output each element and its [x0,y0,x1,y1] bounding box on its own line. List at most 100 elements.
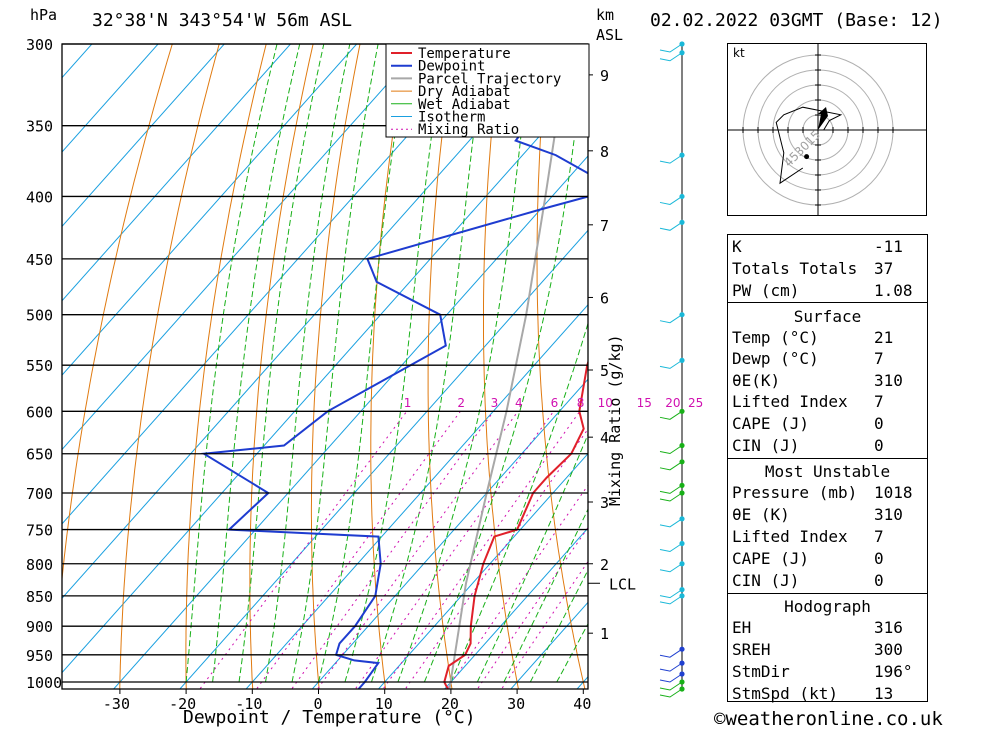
pressure-tick-label: 400 [26,188,53,206]
pressure-tick-label: 350 [26,118,53,136]
wind-barb [659,445,683,455]
most-unstable-row: Pressure (mb) 1018 [732,483,913,502]
wet-adiabat-line [529,569,588,683]
km-tick-label: 6 [600,289,609,307]
km-tick-label: 5 [600,362,609,380]
isotherm-line [62,44,424,451]
mixing-ratio-label: 10 [598,396,613,410]
isotherm-line [179,229,588,689]
mixing-ratio-line [255,411,461,689]
wind-barb [659,359,683,369]
pressure-tick-label: 900 [26,618,53,636]
mixing-ratio-label: 20 [665,396,680,410]
pressure-tick-label: 650 [26,446,53,464]
km-tick-label: 3 [600,494,609,512]
mixing-ratio-label: 1 [404,396,412,410]
surface-row: CAPE (J) 0 [732,414,884,433]
hodograph-unit-label: kt [733,46,745,60]
isotherm-line [245,304,588,689]
copyright-text[interactable]: ©weatheronline.co.uk [714,708,943,730]
stability-indices-panel: K -11 Totals Totals 37 PW (cm) 1.08 Surface… [727,234,928,703]
isotherm-line [444,527,588,689]
km-tick-label: 4 [600,429,609,447]
hodograph-panel: kt 15 30 45 [727,43,927,216]
legend-entry: Dewpoint [418,59,485,75]
plot-frame [61,43,589,690]
legend-entry: Dry Adiabat [418,84,511,100]
hodograph-section-title: Hodograph [784,597,871,616]
wet-adiabat-line [212,44,301,683]
pressure-unit-label: hPa [30,6,58,24]
pressure-tick-label: 750 [26,522,53,540]
station-location: 32°38'N 343°54'W 56m ASL [92,10,353,31]
mean-wind-arrow [818,107,828,130]
wet-adiabat-line [450,321,588,683]
wind-barb [659,492,683,502]
wet-adiabat-line [476,433,588,683]
legend-entry: Mixing Ratio [418,122,519,138]
legend-entry: Wet Adiabat [418,97,511,113]
x-tick-label: 40 [573,695,591,713]
mixing-ratio-line [316,411,519,689]
index-row: K -11 [732,237,903,256]
hodograph-stat-row: EH 316 [732,618,903,637]
wind-barb [659,410,683,420]
pressure-tick-label: 700 [26,485,53,503]
wet-adiabat-line [185,44,278,683]
pressure-tick-label: 550 [26,357,53,375]
mixing-ratio-label: 6 [551,396,559,410]
wind-barb [659,595,683,605]
most-unstable-section-title: Most Unstable [764,462,891,481]
wind-barb [659,461,683,471]
km-tick-label: 2 [600,556,609,574]
lcl-label: LCL [609,575,636,593]
pressure-tick-label: 1000 [26,674,62,692]
wind-barb [659,662,683,672]
wind-barb [659,648,683,658]
most-unstable-row: Lifted Index 7 [732,527,884,546]
hodograph-stat-row: StmDir 196° [732,662,913,681]
most-unstable-row: CAPE (J) 0 [732,549,884,568]
isotherm-line [113,155,588,689]
pressure-tick-label: 450 [26,251,53,269]
surface-section-title: Surface [793,307,862,326]
km-tick-label: 1 [600,625,609,643]
parcel-trajectory-line [448,44,570,689]
pressure-tick-label: 500 [26,307,53,325]
legend-entry: Temperature [418,46,511,62]
dry-adiabat-line [639,7,723,708]
isotherm-line [62,44,225,228]
surface-row: Lifted Index 7 [732,392,884,411]
mixing-ratio-line [382,411,581,689]
wind-barb [659,484,683,494]
isotherm-line [62,44,159,153]
mixing-ratio-label: 4 [515,396,523,410]
dry-adiabat-line [483,44,519,689]
mixing-ratio-label: 15 [637,396,652,410]
wind-barb [659,589,683,599]
dry-adiabat-line [920,7,1000,708]
wind-level-marker [679,193,685,200]
dry-adiabat-line [427,44,455,689]
forecast-datetime: 02.02.2022 03GMT (Base: 12) [650,10,943,31]
hodograph-stat-row: StmSpd (kt) 13 [732,684,894,703]
wind-barb [659,314,683,324]
wind-barb [659,563,683,573]
temperature-line [443,359,588,689]
pressure-tick-label: 800 [26,556,53,574]
km-tick-label: 7 [600,217,609,235]
dry-adiabat-line [370,44,408,689]
wet-adiabat-line [265,44,351,683]
mixing-ratio-line [291,411,495,689]
pressure-tick-label: 950 [26,647,53,665]
wet-adiabat-line [503,508,588,683]
mixing-ratio-axis-title: Mixing Ratio (g/kg) [606,334,624,506]
dry-adiabat-line [185,44,267,689]
storm-motion-marker [804,154,810,160]
surface-row: θE(K) 310 [732,371,903,390]
legend-entry: Parcel Trajectory [418,71,561,87]
mixing-ratio-label: 8 [577,396,585,410]
wind-barb [659,681,683,691]
